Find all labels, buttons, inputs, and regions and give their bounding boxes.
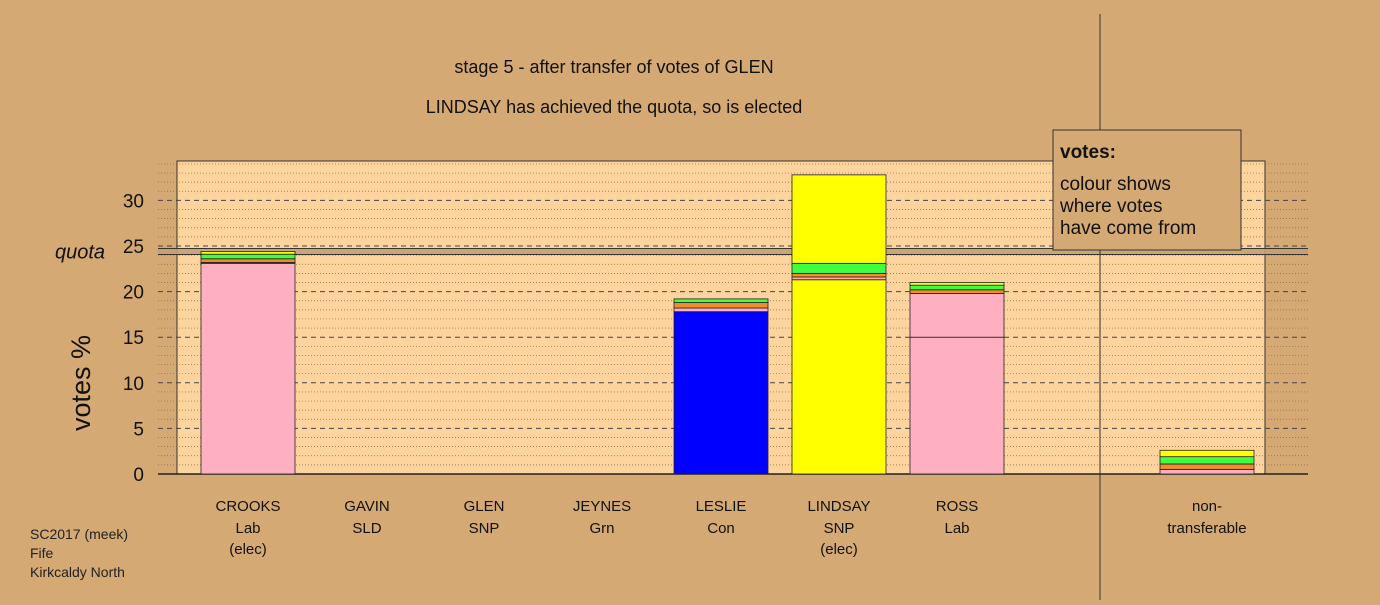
category-note-label: (elec)	[820, 541, 858, 558]
y-tick-label: 5	[133, 419, 144, 440]
category-name-label: CROOKS	[215, 498, 280, 515]
bar-segment	[909, 284, 1005, 291]
category-name-label: GAVIN	[344, 498, 390, 515]
bar-segment	[200, 262, 296, 475]
bar-segment	[200, 253, 296, 260]
bar-segment	[909, 336, 1005, 475]
bar-segment	[791, 279, 887, 475]
bar-segment	[673, 298, 769, 303]
category-name-label: JEYNES	[573, 498, 631, 515]
bar-segment	[673, 302, 769, 309]
bar-segment	[791, 174, 887, 264]
bar-segment	[200, 258, 296, 263]
footer-credits: SC2017 (meek) Fife Kirkcaldy North	[30, 525, 128, 582]
y-tick-label: 30	[123, 191, 144, 212]
footer-line-council: Fife	[30, 545, 54, 561]
bar-segment	[909, 282, 1005, 286]
footer-line-ward: Kirkcaldy North	[30, 564, 125, 580]
category-name-label: GLEN	[464, 498, 505, 515]
bar-segment	[673, 307, 769, 313]
category-party-label: Lab	[235, 520, 260, 537]
quota-label: quota	[55, 241, 105, 263]
bar-segment	[673, 311, 769, 475]
category-party-label: Grn	[589, 520, 614, 537]
bar-segment	[909, 293, 1005, 338]
category-party-label: Con	[707, 520, 735, 537]
category-party-label: Lab	[944, 520, 969, 537]
bar-segment	[791, 262, 887, 274]
bar-segment	[1159, 469, 1255, 475]
chart-title: stage 5 - after transfer of votes of GLE…	[454, 57, 773, 77]
bar-segment	[1159, 463, 1255, 470]
chart-subtitle: LINDSAY has achieved the quota, so is el…	[426, 97, 803, 117]
category-name-label: LINDSAY	[807, 498, 870, 515]
category-party-label: SNP	[469, 520, 500, 537]
category-name-label: ROSS	[936, 498, 979, 515]
category-party-label: transferable	[1167, 520, 1246, 537]
bar-segment	[1159, 449, 1255, 458]
legend-title: votes:	[1060, 142, 1116, 163]
footer-line-election: SC2017 (meek)	[30, 526, 129, 542]
y-tick-label: 20	[123, 283, 144, 304]
y-tick-label: 10	[123, 374, 144, 395]
category-note-label: (elec)	[229, 541, 267, 558]
bar-segment	[200, 251, 296, 255]
y-tick-label: 0	[133, 465, 144, 486]
bar-segment	[909, 289, 1005, 294]
legend-text-line: where votes	[1059, 196, 1162, 217]
bar-segment	[791, 276, 887, 281]
category-name-label: non-	[1192, 498, 1222, 515]
category-name-label: LESLIE	[696, 498, 747, 515]
y-axis-title: votes %	[66, 335, 96, 431]
category-party-label: SLD	[352, 520, 381, 537]
quota-band	[158, 248, 1308, 255]
legend-text-line: colour shows	[1060, 174, 1171, 195]
category-party-label: SNP	[824, 520, 855, 537]
y-tick-label: 15	[123, 328, 144, 349]
legend-text-line: have come from	[1060, 218, 1196, 239]
legend-box	[1052, 129, 1242, 251]
y-tick-label: 25	[123, 237, 144, 258]
bar-segment	[791, 272, 887, 278]
bar-segment	[1159, 456, 1255, 465]
